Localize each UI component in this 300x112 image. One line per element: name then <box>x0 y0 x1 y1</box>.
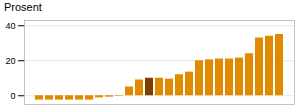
svg-text:20: 20 <box>5 56 15 66</box>
svg-text:40: 40 <box>5 21 15 31</box>
svg-text:0: 0 <box>10 91 15 101</box>
html-text:Prosent: Prosent <box>4 1 42 13</box>
